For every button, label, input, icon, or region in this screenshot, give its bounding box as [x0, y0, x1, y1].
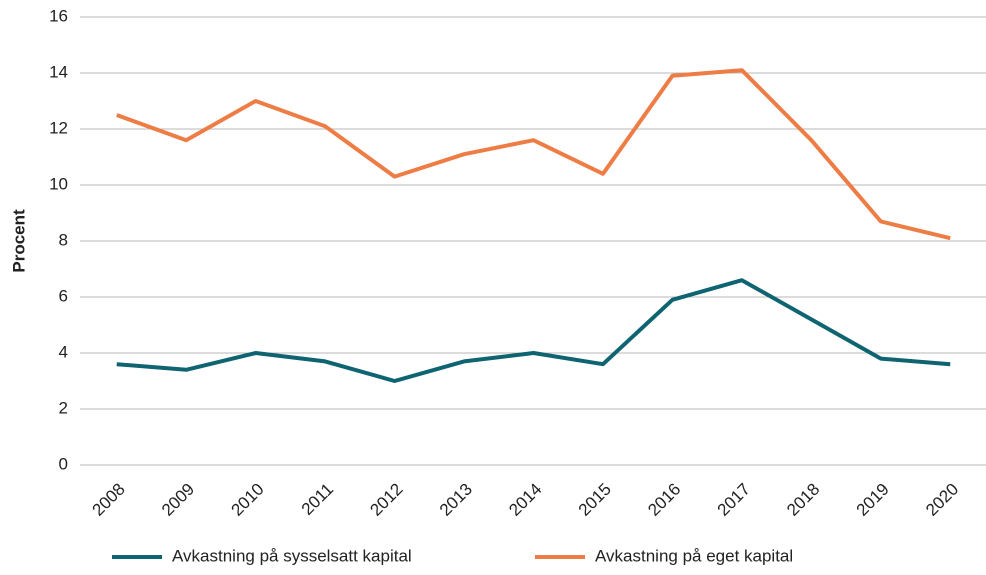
x-tick-label: 2011 [298, 480, 337, 519]
y-tick-label: 6 [59, 286, 68, 305]
x-tick-label: 2017 [714, 480, 754, 520]
y-tick-label: 10 [49, 174, 68, 193]
y-tick-label: 0 [59, 454, 68, 473]
x-tick-label: 2012 [366, 480, 406, 520]
x-tick-label: 2015 [575, 480, 615, 520]
x-tick-label: 2018 [783, 480, 823, 520]
series-line [116, 68, 951, 241]
y-tick-label: 8 [59, 230, 68, 249]
x-tick-label: 2009 [158, 480, 198, 520]
legend-label: Avkastning på sysselsatt kapital [172, 546, 412, 565]
x-tick-label: 2013 [436, 480, 476, 520]
y-tick-label: 12 [49, 118, 68, 137]
series-line [116, 278, 951, 383]
x-tick-label: 2014 [505, 480, 545, 520]
y-tick-label: 14 [49, 62, 68, 81]
x-tick-label: 2020 [922, 480, 962, 520]
x-tick-label: 2008 [89, 480, 129, 520]
legend-label: Avkastning på eget kapital [595, 546, 793, 565]
y-tick-label: 2 [59, 398, 68, 417]
y-axis-label: Procent [9, 209, 28, 273]
y-tick-label: 16 [49, 6, 68, 25]
x-tick-label: 2016 [644, 480, 684, 520]
x-tick-label: 2010 [227, 480, 267, 520]
x-tick-label: 2019 [853, 480, 893, 520]
y-tick-label: 4 [59, 342, 68, 361]
